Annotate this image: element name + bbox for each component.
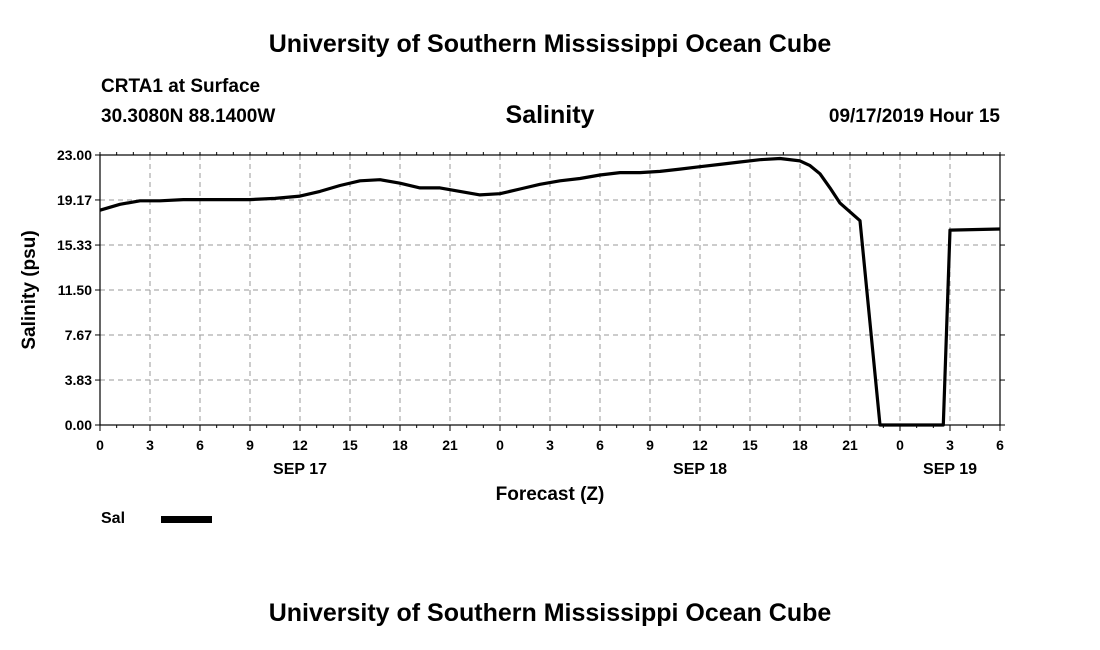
x-tick-label: 15: [342, 437, 358, 453]
x-tick-label: 6: [596, 437, 604, 453]
x-tick-label: 9: [646, 437, 654, 453]
series-line-sal: [99, 156, 1001, 427]
y-tick-label: 0.00: [65, 417, 92, 433]
x-tick-label: 18: [792, 437, 808, 453]
x-tick-label: 12: [692, 437, 708, 453]
x-tick-label: 12: [292, 437, 308, 453]
y-tick-label: 19.17: [57, 192, 92, 208]
footer-title: University of Southern Mississippi Ocean…: [268, 599, 832, 627]
y-axis-label: Salinity (psu): [19, 230, 40, 349]
x-tick-label: 21: [442, 437, 458, 453]
x-tick-label: 18: [392, 437, 408, 453]
y-tick-label: 7.67: [65, 327, 92, 343]
legend-line-swatch: [161, 516, 212, 523]
day-label: SEP 17: [273, 461, 327, 478]
plot-frame: [99, 154, 1001, 426]
x-tick-label: 3: [546, 437, 554, 453]
day-label: SEP 18: [673, 461, 727, 478]
x-tick-label: 0: [96, 437, 104, 453]
x-tick-label: 3: [146, 437, 154, 453]
x-axis-label: Forecast (Z): [496, 484, 605, 505]
y-tick-label: 3.83: [65, 372, 92, 388]
x-tick-label: 9: [246, 437, 254, 453]
forecast-datetime: 09/17/2019 Hour 15: [828, 106, 1000, 127]
y-tick-label: 15.33: [57, 237, 92, 253]
day-label: SEP 19: [923, 461, 977, 478]
x-tick-label: 21: [842, 437, 858, 453]
x-tick-label: 6: [196, 437, 204, 453]
station-coordinates: 30.3080N 88.1400W: [101, 106, 276, 127]
legend-label: Sal: [101, 510, 126, 527]
x-tick-label: 3: [946, 437, 954, 453]
chart-title: Salinity: [505, 101, 595, 129]
y-tick-label: 11.50: [58, 282, 92, 298]
x-tick-label: 15: [742, 437, 758, 453]
x-tick-label: 0: [896, 437, 904, 453]
x-tick-label: 0: [496, 437, 504, 453]
page-title: University of Southern Mississippi Ocean…: [268, 30, 832, 58]
x-tick-label: 6: [996, 437, 1004, 453]
station-name: CRTA1 at Surface: [101, 76, 261, 97]
y-tick-label: 23.00: [57, 147, 92, 163]
